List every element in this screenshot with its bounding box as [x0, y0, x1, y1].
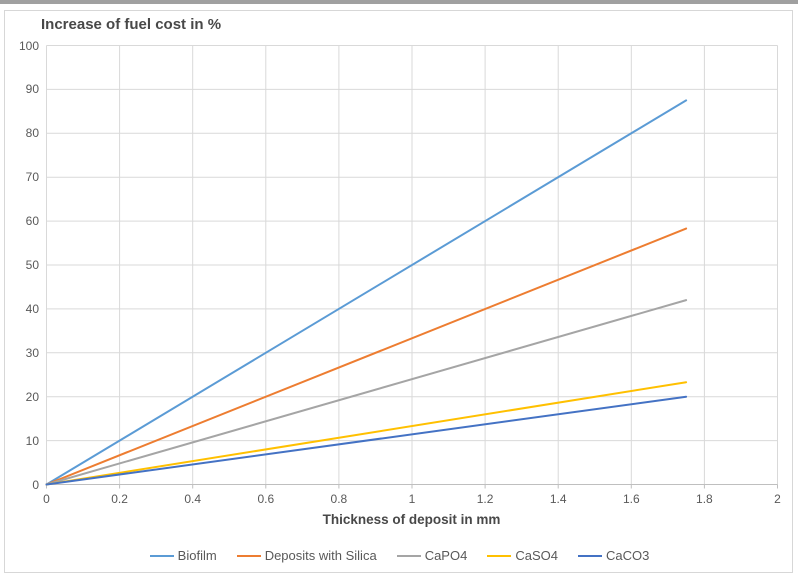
- legend-item: CaSO4: [487, 548, 558, 563]
- y-tick-label: 30: [25, 345, 39, 360]
- series-line-caso4: [45, 381, 688, 486]
- x-tick-label: 1.8: [696, 492, 713, 506]
- y-tick-label: 80: [25, 126, 39, 141]
- legend-line-marker-icon: [396, 554, 421, 557]
- x-tick-label: 0.4: [184, 492, 202, 506]
- y-tick-label: 40: [25, 301, 39, 316]
- series-line-biofilm: [45, 99, 688, 486]
- legend: Biofilm Deposits with Silica CaPO4 CaSO4 CaC…: [5, 548, 794, 563]
- legend-label: Deposits with Silica: [264, 548, 377, 563]
- legend-line-marker-icon: [236, 554, 261, 557]
- x-axis-title: Thickness of deposit in mm: [322, 512, 501, 527]
- legend-line-marker-icon: [577, 554, 602, 557]
- legend-item: CaCO3: [577, 548, 650, 563]
- y-tick-label: 70: [25, 170, 39, 185]
- series-line-capo4: [45, 299, 688, 486]
- x-tick-label: 1.4: [549, 492, 567, 506]
- legend-item: Biofilm: [149, 548, 217, 563]
- legend-item: CaPO4: [396, 548, 468, 563]
- y-tick-label: 0: [32, 477, 39, 492]
- series-line-caco3: [45, 395, 688, 486]
- y-tick-label: 20: [25, 389, 39, 404]
- plot-area: [45, 45, 778, 489]
- x-tick-label: 1.2: [476, 492, 494, 506]
- x-tick-label: 1.6: [622, 492, 640, 506]
- chart-title: Increase of fuel cost in %: [41, 16, 222, 33]
- legend-line-marker-icon: [487, 554, 512, 557]
- x-tick-label: 1: [408, 492, 416, 506]
- y-tick-label: 50: [25, 258, 39, 272]
- legend-label: Biofilm: [177, 548, 217, 563]
- x-tick-label: 0.6: [257, 492, 275, 506]
- chart-frame: Increase of fuel cost in % 0 10 20 30 40 50 60…: [4, 10, 793, 573]
- legend-label: CaSO4: [515, 548, 558, 563]
- x-tick-label: 0.8: [330, 492, 348, 506]
- x-tick-label: 0.2: [111, 492, 128, 506]
- series-line-deposits-with-silica: [45, 227, 688, 486]
- x-tick-label: 2: [774, 492, 781, 506]
- y-tick-label: 10: [25, 433, 39, 448]
- legend-item: Deposits with Silica: [236, 548, 377, 563]
- window-edge-strip: [0, 0, 798, 4]
- y-tick-label: 90: [25, 82, 39, 97]
- legend-label: CaPO4: [424, 548, 468, 563]
- legend-label: CaCO3: [605, 548, 650, 563]
- legend-line-marker-icon: [149, 554, 174, 557]
- x-tick-label: 0: [43, 492, 50, 506]
- y-tick-label: 100: [18, 38, 39, 53]
- y-tick-label: 60: [25, 214, 39, 229]
